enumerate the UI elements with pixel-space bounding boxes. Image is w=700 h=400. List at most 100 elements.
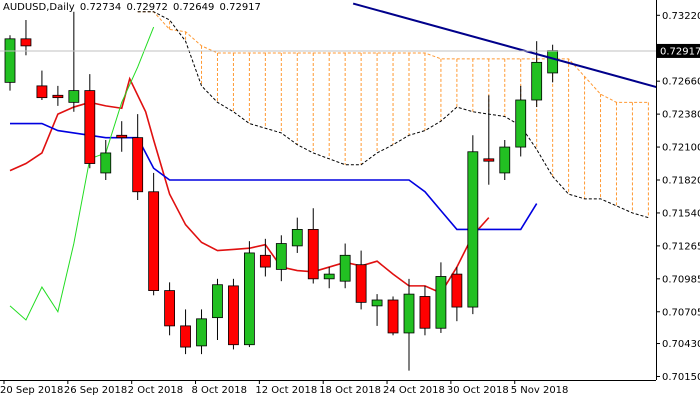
ohlc-high: 0.72972 <box>126 2 168 13</box>
candle <box>180 309 191 355</box>
candle <box>419 285 431 336</box>
candle <box>387 296 399 336</box>
y-tick-label: 0.71265 <box>662 241 700 252</box>
y-tick-label: 0.72660 <box>662 77 700 88</box>
bull-candle-body <box>515 99 527 148</box>
bull-candle-body <box>499 146 511 174</box>
candle <box>196 309 207 355</box>
bull-candle-body <box>467 151 479 308</box>
y-tick-label: 0.71820 <box>662 176 700 187</box>
bull-candle-body <box>212 284 223 319</box>
candle <box>323 267 335 289</box>
candle <box>52 85 64 106</box>
resistance-trendline <box>352 2 657 89</box>
candle <box>499 140 511 180</box>
y-tick-label: 0.72100 <box>662 143 700 154</box>
chikou-line <box>9 26 155 321</box>
y-tick-label: 0.71540 <box>662 208 700 219</box>
candle <box>371 294 383 326</box>
x-tick-label: 30 Oct 2018 <box>447 385 509 396</box>
bear-candle-body <box>451 273 463 308</box>
candle <box>483 95 495 185</box>
y-tick-label: 0.70985 <box>662 274 700 285</box>
bear-candle-body <box>228 285 239 346</box>
candle <box>259 238 271 277</box>
x-tick-label: 2 Oct 2018 <box>128 385 183 396</box>
ohlc-close: 0.72917 <box>219 2 261 13</box>
bear-candle-body <box>52 94 64 99</box>
candle <box>228 278 239 350</box>
candle <box>116 121 128 152</box>
candle <box>451 267 463 322</box>
current-price-label: 0.72917 <box>660 46 700 57</box>
bull-candle-body <box>371 299 383 307</box>
bull-candle-body <box>531 61 543 101</box>
candlesticks <box>4 11 559 371</box>
x-tick-label: 20 Sep 2018 <box>0 385 63 396</box>
senkou-span-a <box>137 11 649 103</box>
ohlc-low: 0.72649 <box>173 2 215 13</box>
candle <box>84 74 96 169</box>
candle <box>435 262 447 333</box>
bull-candle-body <box>4 38 16 83</box>
candle <box>307 208 319 284</box>
bear-candle-body <box>307 229 319 280</box>
chart-header: AUDUSD,Daily 0.72734 0.72972 0.72649 0.7… <box>3 2 263 13</box>
candle <box>148 172 160 296</box>
candle <box>355 250 367 310</box>
y-tick-label: 0.70150 <box>662 372 700 383</box>
bull-candle-body <box>547 50 559 74</box>
y-tick-label: 0.70430 <box>662 339 700 350</box>
bear-candle-body <box>483 158 495 162</box>
senkou-span-b <box>137 11 649 219</box>
bull-candle-body <box>196 318 207 347</box>
bull-candle-body <box>339 254 351 282</box>
bull-candle-body <box>275 243 287 270</box>
bear-candle-body <box>259 254 271 268</box>
candle <box>291 217 303 253</box>
current-price-box <box>657 43 700 58</box>
x-tick-label: 12 Oct 2018 <box>255 385 317 396</box>
candle <box>339 243 351 289</box>
bear-candle-body <box>164 290 176 327</box>
bull-candle-body <box>100 152 112 174</box>
bear-candle-body <box>36 85 48 99</box>
bull-candle-body <box>403 293 415 334</box>
bear-candle-body <box>148 191 160 291</box>
candle <box>4 35 16 91</box>
candle <box>20 20 32 56</box>
x-tick-label: 26 Sep 2018 <box>64 385 127 396</box>
candle <box>212 278 223 340</box>
candle <box>275 235 287 282</box>
bear-candle-body <box>132 137 144 193</box>
candle <box>132 114 144 200</box>
bear-candle-body <box>355 264 367 303</box>
bull-candle-body <box>291 229 303 247</box>
bear-candle-body <box>387 299 399 334</box>
bull-candle-body <box>435 276 447 329</box>
bear-candle-body <box>419 296 431 329</box>
candle <box>100 140 112 180</box>
candle <box>243 241 255 348</box>
bull-candle-body <box>323 273 335 280</box>
bull-candle-body <box>68 90 80 103</box>
x-axis-ticks: 20 Sep 2018 26 Sep 2018 2 Oct 2018 8 Oct 20… <box>0 380 568 396</box>
x-tick-label: 18 Oct 2018 <box>319 385 381 396</box>
bear-candle-body <box>116 134 128 139</box>
candle <box>515 85 527 157</box>
y-tick-label: 0.72380 <box>662 110 700 121</box>
candle <box>36 70 48 100</box>
candle <box>403 278 415 371</box>
x-tick-label: 24 Oct 2018 <box>383 385 445 396</box>
bear-candle-body <box>84 90 96 164</box>
candle <box>531 41 543 108</box>
trendline-layer <box>352 2 657 89</box>
candle <box>164 282 176 336</box>
current-price-marker: 0.72917 <box>657 43 700 58</box>
y-tick-label: 0.70705 <box>662 307 700 318</box>
bear-candle-body <box>180 325 191 348</box>
candle <box>68 11 80 112</box>
bear-candle-body <box>20 38 32 47</box>
